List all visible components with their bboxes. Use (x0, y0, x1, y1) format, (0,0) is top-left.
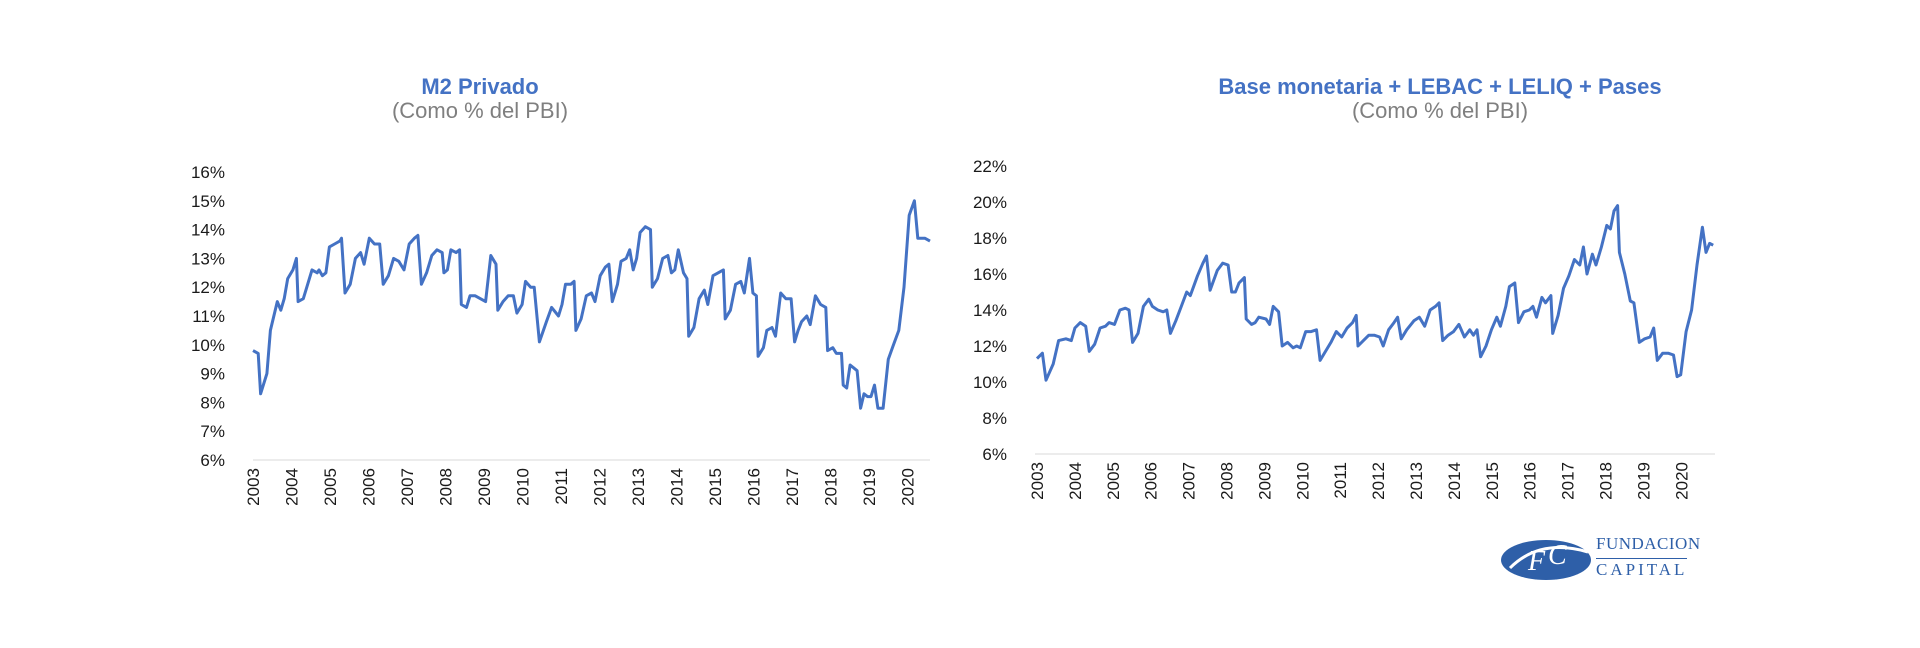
x-tick-label: 2005 (1104, 462, 1123, 500)
y-tick-label: 12% (973, 337, 1007, 356)
y-tick-label: 10% (191, 336, 225, 355)
svg-text:F: F (1527, 546, 1546, 577)
fc-logo-icon: F C (1501, 540, 1591, 580)
y-tick-label: 8% (982, 409, 1007, 428)
y-tick-label: 16% (973, 265, 1007, 284)
x-tick-label: 2019 (1634, 462, 1653, 500)
chart-subtitle: (Como % del PBI) (1351, 98, 1529, 123)
x-tick-label: 2009 (1255, 462, 1274, 500)
x-tick-label: 2012 (1369, 462, 1388, 500)
y-tick-label: 16% (191, 163, 225, 182)
chart-subtitle: (Como % del PBI) (391, 98, 569, 123)
x-tick-label: 2007 (1180, 462, 1199, 500)
y-tick-label: 7% (200, 422, 225, 441)
chart-title: M2 Privado (421, 74, 539, 99)
x-tick-label: 2013 (629, 468, 648, 506)
x-tick-label: 2012 (591, 468, 610, 506)
x-tick-label: 2013 (1407, 462, 1426, 500)
x-tick-label: 2004 (283, 468, 302, 506)
x-tick-label: 2004 (1066, 462, 1085, 500)
x-tick-label: 2005 (321, 468, 340, 506)
x-tick-label: 2010 (514, 468, 533, 506)
x-tick-label: 2017 (783, 468, 802, 506)
x-tick-label: 2007 (398, 468, 417, 506)
x-tick-label: 2008 (437, 468, 456, 506)
x-tick-label: 2011 (552, 468, 571, 505)
y-tick-label: 20% (973, 193, 1007, 212)
x-tick-label: 2014 (668, 468, 687, 506)
y-tick-label: 6% (982, 445, 1007, 464)
series-line (1035, 204, 1714, 382)
x-tick-label: 2006 (1142, 462, 1161, 500)
x-tick-label: 2018 (822, 468, 841, 506)
x-tick-label: 2006 (360, 468, 379, 506)
x-tick-label: 2020 (1672, 462, 1691, 500)
plot-area: 6% 7% 8% 9% 10% 11% 12% 13% 14% 15% 16% 2003 2004 200… (191, 163, 931, 506)
plot-area: 6% 8% 10% 12% 14% 16% 18% 20% 22% 2003 2004 2005 200… (973, 157, 1715, 500)
y-tick-label: 12% (191, 278, 225, 297)
y-tick-label: 14% (973, 301, 1007, 320)
x-tick-label: 2010 (1293, 462, 1312, 500)
x-tick-label: 2008 (1218, 462, 1237, 500)
y-tick-label: 6% (200, 451, 225, 470)
y-tick-label: 18% (973, 229, 1007, 248)
x-tick-label: 2016 (745, 468, 764, 506)
y-tick-label: 13% (191, 249, 225, 268)
x-tick-label: 2014 (1445, 462, 1464, 500)
y-tick-label: 11% (192, 307, 225, 326)
x-tick-label: 2009 (475, 468, 494, 506)
chart-title: Base monetaria + LEBAC + LELIQ + Pases (1218, 74, 1662, 99)
x-tick-label: 2003 (1028, 462, 1047, 500)
x-tick-label: 2020 (899, 468, 918, 506)
x-tick-label: 2016 (1521, 462, 1540, 500)
chart-m2-privado: M2 Privado (Como % del PBI) 6% 7% 8% 9% 10% 1… (191, 74, 931, 506)
y-tick-label: 10% (973, 373, 1007, 392)
logo-word-fundacion: FUNDACION (1596, 534, 1701, 553)
svg-text:C: C (1548, 540, 1567, 571)
series-line (252, 199, 931, 410)
x-tick-label: 2015 (706, 468, 725, 506)
x-tick-label: 2017 (1559, 462, 1578, 500)
y-tick-label: 9% (200, 365, 225, 384)
y-tick-label: 8% (200, 393, 225, 412)
x-tick-label: 2011 (1331, 462, 1350, 499)
logo-word-capital: CAPITAL (1596, 558, 1688, 579)
x-tick-label: 2015 (1483, 462, 1502, 500)
chart-base-monetaria: Base monetaria + LEBAC + LELIQ + Pases (… (960, 0, 1920, 648)
fundacion-capital-logo: F C FUNDACION CAPITAL (1500, 530, 1710, 590)
y-tick-label: 15% (191, 192, 225, 211)
x-tick-label: 2018 (1597, 462, 1616, 500)
y-tick-label: 14% (191, 221, 225, 240)
x-tick-label: 2019 (860, 468, 879, 506)
x-tick-label: 2003 (244, 468, 263, 506)
y-tick-label: 22% (973, 157, 1007, 176)
